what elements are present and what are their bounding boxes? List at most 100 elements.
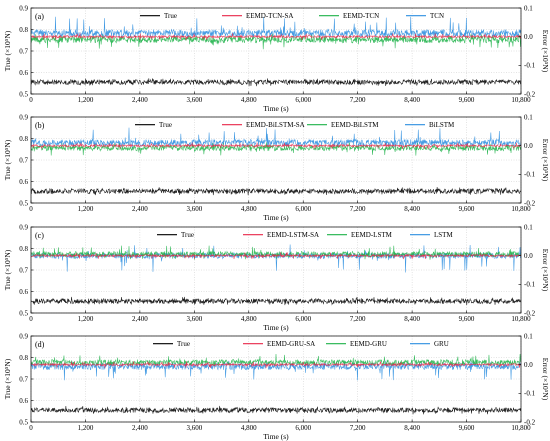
panel-2: 0 1,200 2,400 3,600 4,800 6,000 7,200 8,400 9,60… xyxy=(3,113,550,222)
legend-label: EEMD-TCN-SA xyxy=(246,12,293,20)
legend-label: True xyxy=(181,231,194,239)
y-left-axis-title: True (×10⁵N) xyxy=(3,358,12,399)
x-tick-label: 8,400 xyxy=(404,96,420,104)
x-tick-label: 7,200 xyxy=(350,424,366,432)
series-line-gru xyxy=(31,360,521,381)
x-tick-label: 4,800 xyxy=(241,424,257,432)
x-tick-label: 7,200 xyxy=(350,96,366,104)
x-tick-label: 6,000 xyxy=(295,205,311,213)
x-tick-label: 8,400 xyxy=(404,315,420,323)
series-line-eemd-lstm-sa xyxy=(31,252,521,260)
y-right-tick-label: 0.1 xyxy=(524,223,533,231)
y-left-tick-label: 0.5 xyxy=(19,199,28,207)
y-right-tick-label: 0.1 xyxy=(524,332,533,340)
x-tick-label: 2,400 xyxy=(132,315,148,323)
series-line-eemd-gru-sa xyxy=(31,361,521,369)
x-tick-label: 10,800 xyxy=(511,424,531,432)
legend-label: GRU xyxy=(434,340,449,348)
legend-label: EEMD-BiLSTM xyxy=(331,121,379,129)
panel-4: 0 1,200 2,400 3,600 4,800 6,000 7,200 8,400 9,60… xyxy=(3,332,550,441)
y-left-tick-label: 0.7 xyxy=(19,156,28,164)
x-tick-label: 1,200 xyxy=(78,315,94,323)
x-tick-label: 9,600 xyxy=(459,424,475,432)
panel-1: 0 1,200 2,400 3,600 4,800 6,000 7,200 8,400 9,60… xyxy=(3,4,550,113)
legend-label: LSTM xyxy=(434,231,453,239)
legend-label: BiLSTM xyxy=(429,121,455,129)
x-tick-label: 7,200 xyxy=(350,205,366,213)
x-tick-label: 0 xyxy=(29,96,33,104)
y-left-tick-label: 0.8 xyxy=(19,26,28,34)
series-group xyxy=(31,353,521,415)
x-tick-label: 10,800 xyxy=(511,96,531,104)
panel-label: (c) xyxy=(35,231,44,240)
x-tick-label: 6,000 xyxy=(295,96,311,104)
y-left-tick-label: 0.8 xyxy=(19,245,28,253)
y-left-tick-label: 0.9 xyxy=(19,332,28,340)
y-right-tick-label: -0.1 xyxy=(524,171,536,179)
x-tick-label: 4,800 xyxy=(241,205,257,213)
legend-label: True xyxy=(177,340,190,348)
y-left-tick-label: 0.5 xyxy=(19,418,28,426)
y-right-tick-label: -0.2 xyxy=(524,418,536,426)
x-tick-label: 2,400 xyxy=(132,205,148,213)
series-line-eemd-tcn-sa xyxy=(31,33,521,41)
series-group xyxy=(31,127,521,196)
y-right-tick-label: -0.2 xyxy=(524,199,536,207)
y-right-axis-title: Error (×10⁵N) xyxy=(541,358,550,401)
series-line-tcn xyxy=(31,16,521,39)
x-tick-label: 9,600 xyxy=(459,96,475,104)
x-tick-label: 3,600 xyxy=(186,96,202,104)
y-right-tick-label: 0.0 xyxy=(524,252,533,260)
y-right-tick-label: 0.1 xyxy=(524,113,533,121)
legend-label: EEMD-BiLSTM-SA xyxy=(246,121,305,129)
x-tick-label: 1,200 xyxy=(78,96,94,104)
series-line-eemd-bilstm xyxy=(31,142,521,156)
y-left-tick-label: 0.9 xyxy=(19,113,28,121)
series-line-true xyxy=(31,296,521,306)
y-left-tick-label: 0.6 xyxy=(19,288,28,296)
y-right-tick-label: 0.1 xyxy=(524,4,533,12)
x-tick-label: 2,400 xyxy=(132,96,148,104)
x-tick-label: 0 xyxy=(29,424,33,432)
x-tick-label: 4,800 xyxy=(241,96,257,104)
y-left-tick-label: 0.9 xyxy=(19,223,28,231)
x-tick-label: 8,400 xyxy=(404,424,420,432)
legend-label: EEMD-TCN xyxy=(343,12,379,20)
legend-label: EEMD-GRU-SA xyxy=(267,340,315,348)
x-tick-label: 8,400 xyxy=(404,205,420,213)
series-group xyxy=(31,16,521,87)
legend-label: True xyxy=(159,121,172,129)
y-left-tick-label: 0.8 xyxy=(19,354,28,362)
y-left-tick-label: 0.7 xyxy=(19,47,28,55)
panel-label: (b) xyxy=(35,121,45,130)
legend-label: EEMD-LSTM-SA xyxy=(267,231,319,239)
y-left-axis-title: True (×10⁵N) xyxy=(3,249,12,290)
x-tick-label: 3,600 xyxy=(186,424,202,432)
x-tick-label: 2,400 xyxy=(132,424,148,432)
y-right-tick-label: -0.1 xyxy=(524,62,536,70)
y-left-tick-label: 0.8 xyxy=(19,135,28,143)
y-right-tick-label: -0.2 xyxy=(524,309,536,317)
y-right-tick-label: -0.1 xyxy=(524,281,536,289)
x-axis-title: Time (s) xyxy=(263,213,289,222)
x-tick-label: 0 xyxy=(29,205,33,213)
series-line-eemd-bilstm-sa xyxy=(31,142,521,150)
x-tick-label: 9,600 xyxy=(459,205,475,213)
legend-label: EEMD-LSTM xyxy=(351,231,393,239)
x-axis-title: Time (s) xyxy=(263,104,289,113)
y-left-tick-label: 0.5 xyxy=(19,90,28,98)
y-left-tick-label: 0.5 xyxy=(19,309,28,317)
series-line-eemd-tcn xyxy=(31,33,521,50)
x-tick-label: 7,200 xyxy=(350,315,366,323)
x-axis-title: Time (s) xyxy=(263,432,289,441)
y-left-axis-title: True (×10⁵N) xyxy=(3,30,12,71)
x-axis-title: Time (s) xyxy=(263,323,289,332)
legend-label: EEMD-GRU xyxy=(350,340,387,348)
x-tick-label: 6,000 xyxy=(295,315,311,323)
y-left-tick-label: 0.6 xyxy=(19,69,28,77)
x-tick-label: 10,800 xyxy=(511,205,531,213)
y-right-axis-title: Error (×10⁵N) xyxy=(541,30,550,73)
y-right-axis-title: Error (×10⁵N) xyxy=(541,249,550,292)
y-right-tick-label: 0.0 xyxy=(524,142,533,150)
